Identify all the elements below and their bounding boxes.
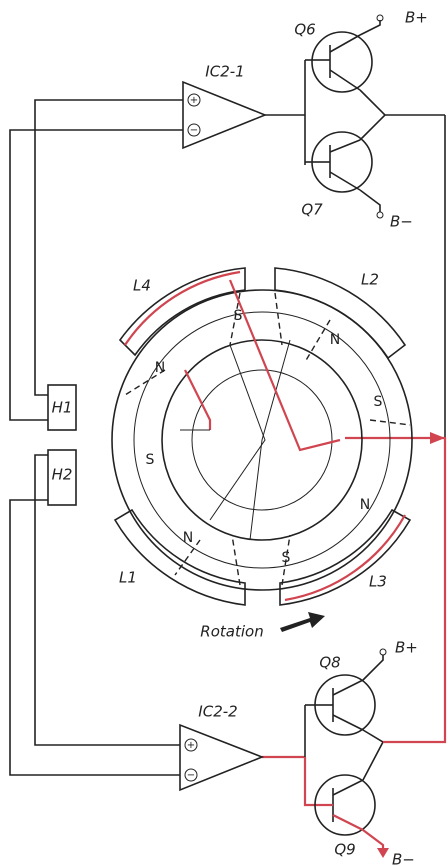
supply-label: B− [390,213,413,231]
pole-label: N [360,497,370,513]
supply-label: B+ [395,639,418,657]
pole-label: N [183,530,193,546]
coil-label: L3 [369,573,387,591]
transistor-label: Q7 [301,201,323,219]
pole-label: S [234,308,243,324]
coil-label: L4 [133,277,151,295]
plus-sign: + [190,95,198,106]
coil-label: L2 [361,271,379,289]
amp-label: IC2-2 [198,703,237,721]
rotation-label: Rotation [200,623,263,641]
transistors [312,32,375,835]
motor [112,268,412,605]
pole-label: S [282,550,291,566]
transistor-label: Q9 [334,841,355,859]
supply-label: B+ [405,9,428,27]
plus-sign: + [187,740,195,751]
sensor-label: H1 [52,399,73,417]
op-amp [183,82,265,148]
coil-label: L1 [119,569,137,587]
pole-label: S [374,394,383,410]
motor-diagram: + − + − IC2-1 IC2-2 Q6 B+ Q7 B− Q8 B+ Q9… [0,0,448,866]
transistor-label: Q6 [294,21,315,39]
wiring [10,15,445,858]
minus-sign: − [190,125,198,136]
transistor-label: Q8 [319,654,340,672]
sensor-label: H2 [52,466,73,484]
pole-label: N [155,360,165,376]
minus-sign: − [187,770,195,781]
rotation-arrow [280,612,325,632]
amp-label: IC2-1 [205,63,244,81]
pole-label: N [330,332,340,348]
pole-label: S [146,452,155,468]
supply-label: B− [392,851,415,866]
